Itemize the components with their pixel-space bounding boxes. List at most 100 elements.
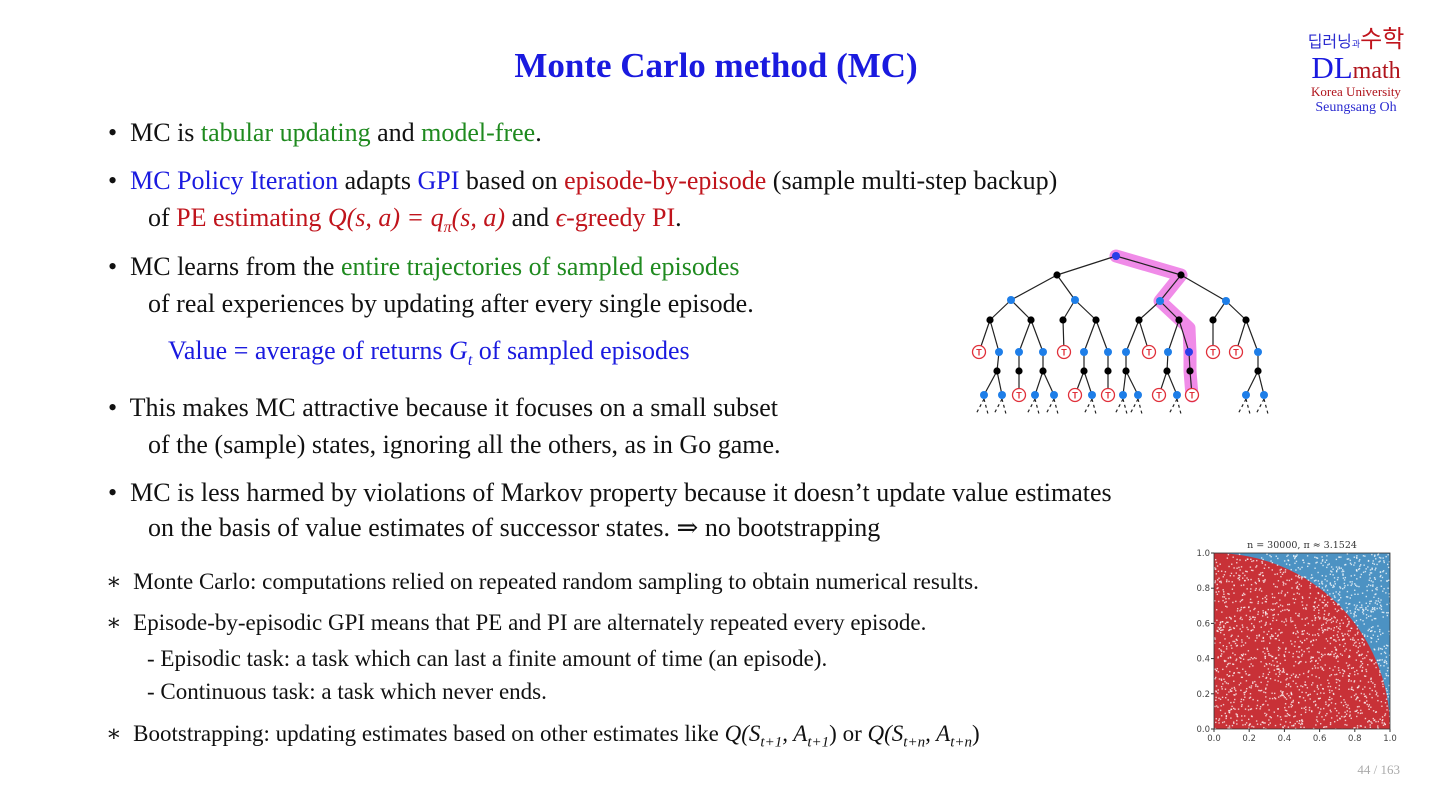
sample-point xyxy=(1330,598,1332,601)
sample-point xyxy=(1370,610,1372,612)
sample-point xyxy=(1310,577,1312,579)
sample-point xyxy=(1280,681,1282,683)
sample-point xyxy=(1304,618,1307,620)
terminal-label: T xyxy=(1233,348,1239,358)
sample-point xyxy=(1215,609,1218,611)
sample-point xyxy=(1276,564,1279,566)
sample-point xyxy=(1233,592,1235,594)
state-node xyxy=(1260,391,1268,399)
state-node xyxy=(1088,391,1096,399)
action-node xyxy=(1053,271,1061,279)
sample-point xyxy=(1354,634,1356,636)
sample-point xyxy=(1222,576,1224,578)
sample-point xyxy=(1309,592,1312,595)
sample-point xyxy=(1358,705,1360,708)
sample-point xyxy=(1218,697,1220,699)
sample-point xyxy=(1320,728,1322,731)
sample-point xyxy=(1277,665,1279,667)
sample-point xyxy=(1238,672,1241,674)
sample-point xyxy=(1346,596,1349,598)
sample-point xyxy=(1298,656,1300,659)
sample-point xyxy=(1330,702,1333,704)
sample-point xyxy=(1373,686,1376,688)
sample-point xyxy=(1270,608,1272,611)
sample-point xyxy=(1278,671,1280,673)
sample-point xyxy=(1218,647,1220,650)
sample-point xyxy=(1332,584,1335,587)
sample-point xyxy=(1215,685,1218,687)
sample-point xyxy=(1381,576,1384,579)
action-node xyxy=(1186,367,1194,375)
terminal-state-icon xyxy=(1011,387,1027,403)
sample-point xyxy=(1322,564,1324,567)
sample-point xyxy=(1241,704,1243,706)
tree-edge xyxy=(1178,319,1190,353)
sample-point xyxy=(1323,718,1325,721)
sample-point xyxy=(1233,694,1235,696)
sample-point xyxy=(1329,619,1332,621)
sample-point xyxy=(1240,700,1242,703)
sample-point xyxy=(1298,615,1300,617)
sample-point xyxy=(1272,619,1274,622)
sample-point xyxy=(1288,651,1290,654)
sample-point xyxy=(1232,674,1234,677)
sample-point xyxy=(1336,610,1338,613)
sample-point xyxy=(1358,685,1360,687)
sample-point xyxy=(1303,561,1305,564)
sample-point xyxy=(1314,634,1316,636)
sample-point xyxy=(1248,618,1251,621)
sample-point xyxy=(1334,703,1337,705)
sample-point xyxy=(1262,610,1264,612)
sample-point xyxy=(1230,708,1233,711)
sample-point xyxy=(1230,701,1232,704)
sample-point xyxy=(1322,688,1324,690)
sample-point xyxy=(1323,616,1325,618)
sample-point xyxy=(1221,620,1223,623)
sample-point xyxy=(1371,568,1373,570)
sample-point xyxy=(1253,726,1255,728)
sample-point xyxy=(1244,606,1246,609)
sample-point xyxy=(1240,584,1243,587)
sample-point xyxy=(1335,626,1338,628)
logo-math: math xyxy=(1352,58,1401,84)
sample-point xyxy=(1297,636,1299,638)
sample-point xyxy=(1382,570,1384,573)
sample-point xyxy=(1241,598,1244,601)
sample-point xyxy=(1336,719,1339,721)
sample-point xyxy=(1344,585,1346,587)
sample-point xyxy=(1356,706,1359,708)
sample-point xyxy=(1314,619,1316,621)
sample-point xyxy=(1364,555,1366,557)
sample-point xyxy=(1327,685,1329,688)
sample-point xyxy=(1367,664,1369,666)
sample-point xyxy=(1321,587,1324,589)
sample-point xyxy=(1263,691,1265,693)
sample-point xyxy=(1268,663,1271,665)
sample-point xyxy=(1318,618,1321,620)
sample-point xyxy=(1380,557,1382,559)
sample-point xyxy=(1308,596,1311,599)
sample-point xyxy=(1341,639,1344,641)
sample-point xyxy=(1356,624,1359,627)
sample-point xyxy=(1384,652,1387,655)
bullet-5: • MC is less harmed by violations of Mar… xyxy=(108,478,1112,507)
sample-point xyxy=(1294,675,1297,678)
sample-point xyxy=(1381,648,1383,650)
sample-point xyxy=(1354,562,1356,564)
sample-point xyxy=(1298,646,1300,648)
sample-point xyxy=(1245,570,1247,572)
sample-point xyxy=(1261,571,1264,574)
sample-point xyxy=(1248,665,1251,668)
sample-point xyxy=(1303,650,1305,653)
sample-point xyxy=(1229,657,1232,659)
sample-point xyxy=(1380,579,1382,582)
sample-point xyxy=(1329,593,1331,595)
sample-point xyxy=(1262,637,1264,639)
sample-point xyxy=(1287,714,1290,716)
sample-point xyxy=(1248,718,1250,721)
sample-point xyxy=(1327,705,1329,707)
sample-point xyxy=(1345,703,1347,706)
sample-point xyxy=(1374,578,1376,580)
sample-point xyxy=(1383,661,1385,663)
sample-point xyxy=(1347,630,1350,632)
